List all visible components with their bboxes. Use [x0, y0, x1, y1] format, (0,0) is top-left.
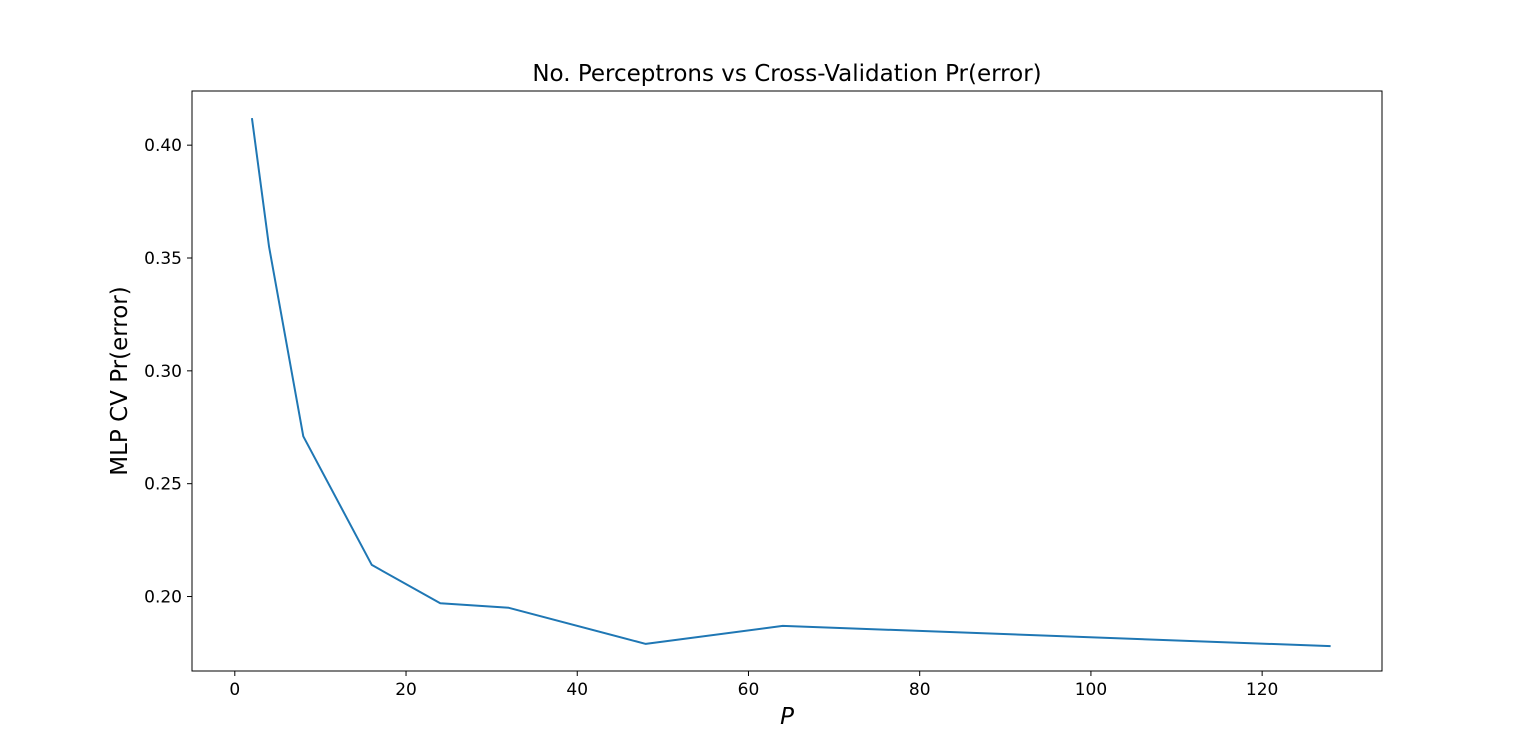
data-layer: [250, 117, 1331, 648]
plot-area: [191, 90, 1383, 672]
y-tick-label: 0.20: [144, 588, 182, 608]
x-tick-label: 100: [1075, 680, 1107, 700]
y-tick-label: 0.40: [144, 136, 182, 156]
series-line: [250, 117, 1331, 648]
x-axis-label: P: [780, 704, 794, 730]
y-tick-label: 0.35: [144, 249, 182, 269]
x-tick-label: 0: [229, 680, 240, 700]
x-tick-label: 60: [738, 680, 760, 700]
y-axis-label: MLP CV Pr(error): [107, 286, 133, 476]
y-tick-label: 0.25: [144, 475, 182, 495]
chart-title: No. Perceptrons vs Cross-Validation Pr(e…: [532, 61, 1041, 87]
x-tick-label: 20: [395, 680, 417, 700]
x-tick-label: 40: [566, 680, 588, 700]
axes-frame: [191, 90, 1383, 672]
x-tick-label: 120: [1246, 680, 1278, 700]
x-tick-label: 80: [909, 680, 931, 700]
x-axis-ticks: 0 20 40 60 80 100 120: [229, 671, 1278, 700]
y-tick-label: 0.30: [144, 362, 182, 382]
y-axis-ticks: 0.20 0.25 0.30 0.35 0.40: [144, 136, 192, 608]
